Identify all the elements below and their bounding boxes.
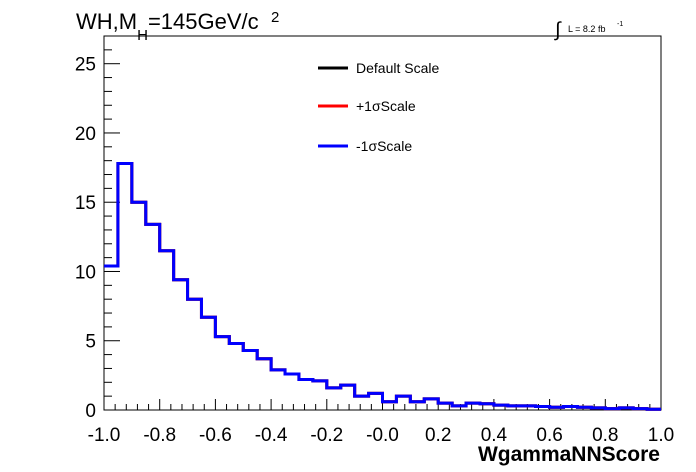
series-layer <box>104 161 661 411</box>
x-tick-label: -0.0 <box>366 425 399 446</box>
y-tick-label: 5 <box>85 332 96 353</box>
series-line-2 <box>104 161 661 411</box>
luminosity-label: L = 8.2 fb <box>568 24 605 34</box>
y-tick-label: 25 <box>75 55 96 76</box>
chart-title: WH,MH=145GeV/c <box>76 9 259 44</box>
integral-symbol: ∫ <box>554 19 562 41</box>
chart-title-subscript: H <box>137 27 148 44</box>
x-tick-label: 0.8 <box>592 425 618 446</box>
x-axis-label: WgammaNNScore <box>478 443 660 466</box>
plot-frame <box>103 35 662 411</box>
y-tick-label: 0 <box>85 401 96 422</box>
x-tick-label: -0.8 <box>143 425 176 446</box>
legend-label: -1σScale <box>356 138 412 154</box>
x-tick-label: 1.0 <box>648 425 674 446</box>
x-tick-label: -0.4 <box>255 425 288 446</box>
y-tick-label: 10 <box>75 262 96 283</box>
x-tick-label: -0.2 <box>310 425 343 446</box>
y-axis-ticks: 0 5 10 15 20 25 <box>75 35 120 422</box>
x-tick-label: 0.6 <box>536 425 562 446</box>
luminosity-superscript: -1 <box>617 21 623 28</box>
legend: Default Scale +1σScale -1σScale <box>318 60 439 154</box>
y-tick-label: 20 <box>75 124 96 145</box>
legend-label: Default Scale <box>356 60 439 76</box>
x-axis-ticks: -1.0 -0.8 -0.6 -0.4 -0.2 -0.0 0.2 0.4 0.6 0.8 1.0 <box>88 399 674 446</box>
legend-label: +1σScale <box>356 98 416 114</box>
x-tick-label: 0.2 <box>425 425 451 446</box>
x-tick-label: 0.4 <box>481 425 508 446</box>
chart-title-superscript: 2 <box>271 9 279 26</box>
x-tick-label: -0.6 <box>199 425 232 446</box>
x-tick-label: -1.0 <box>88 425 121 446</box>
chart-title-rest: =145GeV/c <box>148 9 259 34</box>
y-tick-label: 15 <box>75 193 96 214</box>
